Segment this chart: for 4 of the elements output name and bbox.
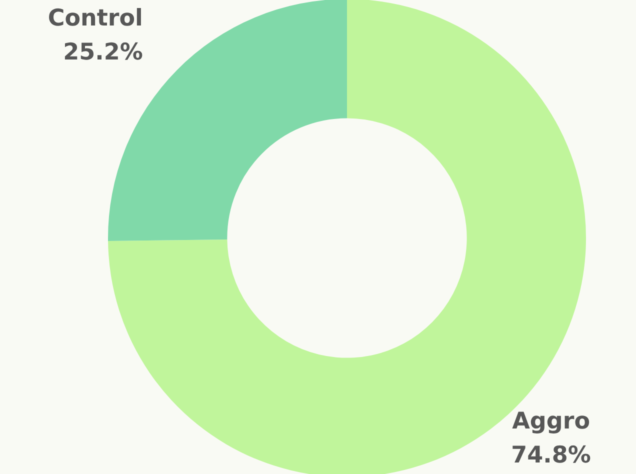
slice-label: Aggro [512, 408, 590, 434]
data-label: 74.8% [511, 442, 591, 468]
slice-label: Control [48, 5, 143, 32]
data-label: 25.2% [63, 39, 143, 66]
